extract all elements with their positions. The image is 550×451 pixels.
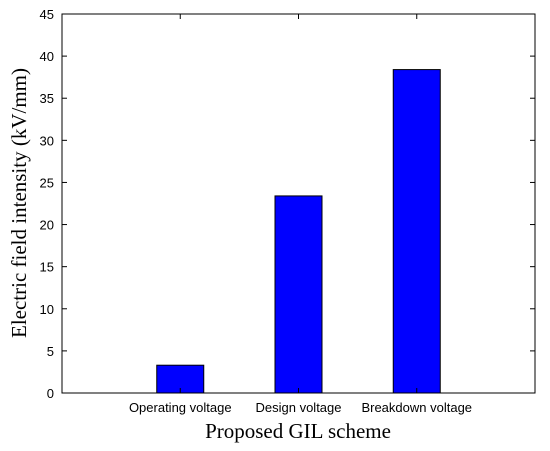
y-tick-label: 30 <box>40 133 54 148</box>
y-axis-ticks: 0 5 10 15 20 25 30 35 40 45 <box>40 7 535 401</box>
y-tick-label: 10 <box>40 302 54 317</box>
x-tick-label: Operating voltage <box>129 400 232 415</box>
y-tick-label: 35 <box>40 91 54 106</box>
y-tick-label: 15 <box>40 260 54 275</box>
bar-design-voltage <box>274 195 323 394</box>
x-tick-label: Breakdown voltage <box>361 400 472 415</box>
y-tick-label: 45 <box>40 7 54 22</box>
x-axis-ticks: Operating voltage Design voltage Breakdown… <box>129 14 472 415</box>
y-tick-label: 20 <box>40 218 54 233</box>
x-axis-label: Proposed GIL scheme <box>205 419 391 443</box>
y-tick-label: 25 <box>40 175 54 190</box>
bars <box>156 69 441 394</box>
y-axis-label: Electric field intensity (kV/mm) <box>7 68 31 338</box>
bar-breakdown-voltage <box>392 69 441 394</box>
y-tick-label: 40 <box>40 49 54 64</box>
y-tick-label: 0 <box>47 386 54 401</box>
x-tick-label: Design voltage <box>256 400 342 415</box>
y-tick-label: 5 <box>47 344 54 359</box>
